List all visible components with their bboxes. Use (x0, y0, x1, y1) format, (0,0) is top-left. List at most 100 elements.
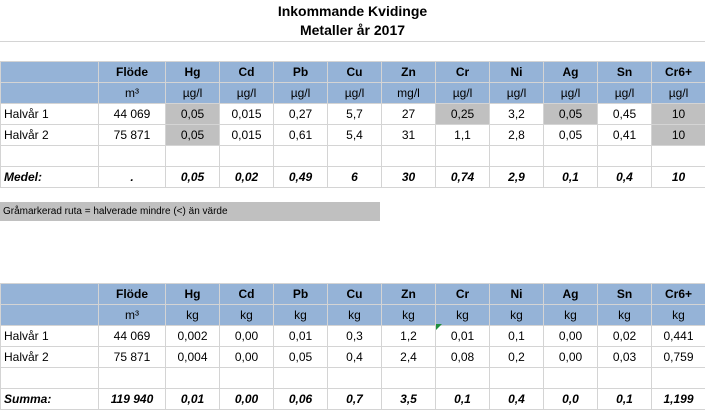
data-cell[interactable]: 0,1 (598, 389, 652, 410)
data-cell[interactable]: 75 871 (99, 125, 166, 146)
unit-cell[interactable]: kg (490, 305, 544, 326)
data-cell[interactable]: 1,2 (382, 326, 436, 347)
data-cell[interactable]: 0,05 (166, 167, 220, 188)
unit-cell[interactable]: mg/l (382, 83, 436, 104)
header-cell[interactable] (1, 284, 99, 305)
data-cell[interactable]: 6 (328, 167, 382, 188)
empty-cell[interactable] (652, 368, 705, 389)
empty-cell[interactable] (166, 368, 220, 389)
data-cell[interactable]: 1,199 (652, 389, 705, 410)
data-cell[interactable]: 0,02 (598, 326, 652, 347)
row-label[interactable]: Halvår 1 (1, 104, 99, 125)
unit-cell[interactable]: µg/l (544, 83, 598, 104)
unit-cell[interactable]: m³ (99, 83, 166, 104)
header-cell[interactable]: Cr (436, 284, 490, 305)
empty-cell[interactable] (382, 146, 436, 167)
empty-cell[interactable] (1, 368, 99, 389)
data-cell[interactable]: 0,25 (436, 104, 490, 125)
row-label[interactable]: Halvår 2 (1, 347, 99, 368)
header-cell[interactable]: Pb (274, 284, 328, 305)
data-cell[interactable]: 0,002 (166, 326, 220, 347)
data-cell[interactable]: 44 069 (99, 326, 166, 347)
unit-cell[interactable]: µg/l (652, 83, 705, 104)
unit-cell[interactable]: µg/l (490, 83, 544, 104)
data-cell[interactable]: 0,015 (220, 125, 274, 146)
header-cell[interactable]: Cr6+ (652, 62, 705, 83)
row-label[interactable]: Halvår 2 (1, 125, 99, 146)
header-cell[interactable]: Cd (220, 62, 274, 83)
data-cell[interactable]: 0,00 (544, 326, 598, 347)
data-cell[interactable]: 0,41 (598, 125, 652, 146)
header-cell[interactable]: Ag (544, 62, 598, 83)
data-cell[interactable]: 0,441 (652, 326, 705, 347)
unit-cell[interactable]: µg/l (328, 83, 382, 104)
data-cell[interactable]: 0,015 (220, 104, 274, 125)
data-cell[interactable]: 0,7 (328, 389, 382, 410)
unit-cell[interactable]: µg/l (436, 83, 490, 104)
unit-cell[interactable]: kg (220, 305, 274, 326)
header-cell[interactable]: Cr6+ (652, 284, 705, 305)
header-cell[interactable]: Flöde (99, 284, 166, 305)
data-cell[interactable]: 10 (652, 104, 705, 125)
header-cell[interactable]: Pb (274, 62, 328, 83)
data-cell[interactable]: 75 871 (99, 347, 166, 368)
data-cell[interactable]: 0,01 (436, 326, 490, 347)
empty-cell[interactable] (652, 146, 705, 167)
unit-cell[interactable]: kg (274, 305, 328, 326)
unit-cell[interactable]: kg (436, 305, 490, 326)
data-cell[interactable]: 0,01 (274, 326, 328, 347)
data-cell[interactable]: 0,08 (436, 347, 490, 368)
unit-cell[interactable]: m³ (99, 305, 166, 326)
header-cell[interactable]: Ni (490, 284, 544, 305)
data-cell[interactable]: 0,2 (490, 347, 544, 368)
empty-cell[interactable] (544, 368, 598, 389)
data-cell[interactable]: 0,49 (274, 167, 328, 188)
header-cell[interactable]: Zn (382, 62, 436, 83)
data-cell[interactable]: 0,4 (490, 389, 544, 410)
unit-cell[interactable] (1, 83, 99, 104)
data-cell[interactable]: 0,1 (436, 389, 490, 410)
data-cell[interactable]: 0,74 (436, 167, 490, 188)
empty-cell[interactable] (220, 146, 274, 167)
unit-cell[interactable] (1, 305, 99, 326)
data-cell[interactable]: 10 (652, 167, 705, 188)
data-cell[interactable]: 2,9 (490, 167, 544, 188)
empty-cell[interactable] (598, 146, 652, 167)
data-cell[interactable]: 0,1 (544, 167, 598, 188)
data-cell[interactable]: 30 (382, 167, 436, 188)
data-cell[interactable]: 44 069 (99, 104, 166, 125)
data-cell[interactable]: 0,06 (274, 389, 328, 410)
row-label[interactable]: Medel: (1, 167, 99, 188)
data-cell[interactable]: 0,00 (220, 347, 274, 368)
data-cell[interactable]: 0,00 (544, 347, 598, 368)
header-cell[interactable]: Cr (436, 62, 490, 83)
data-cell[interactable]: 0,3 (328, 326, 382, 347)
unit-cell[interactable]: kg (328, 305, 382, 326)
empty-cell[interactable] (598, 368, 652, 389)
header-cell[interactable] (1, 62, 99, 83)
data-cell[interactable]: 10 (652, 125, 705, 146)
data-cell[interactable]: 2,8 (490, 125, 544, 146)
data-cell[interactable]: 119 940 (99, 389, 166, 410)
empty-cell[interactable] (436, 368, 490, 389)
data-cell[interactable]: 0,1 (490, 326, 544, 347)
empty-cell[interactable] (490, 146, 544, 167)
row-label[interactable]: Summa: (1, 389, 99, 410)
data-cell[interactable]: 0,00 (220, 389, 274, 410)
unit-cell[interactable]: kg (598, 305, 652, 326)
data-cell[interactable]: 0,4 (328, 347, 382, 368)
data-cell[interactable]: 0,27 (274, 104, 328, 125)
data-cell[interactable]: 0,02 (220, 167, 274, 188)
header-cell[interactable]: Hg (166, 284, 220, 305)
data-cell[interactable]: 3,2 (490, 104, 544, 125)
data-cell[interactable]: 0,05 (166, 104, 220, 125)
data-cell[interactable]: 0,03 (598, 347, 652, 368)
data-cell[interactable]: 0,0 (544, 389, 598, 410)
data-cell[interactable]: 0,61 (274, 125, 328, 146)
header-cell[interactable]: Hg (166, 62, 220, 83)
empty-cell[interactable] (1, 146, 99, 167)
header-cell[interactable]: Sn (598, 62, 652, 83)
data-cell[interactable]: 27 (382, 104, 436, 125)
data-cell[interactable]: 0,05 (166, 125, 220, 146)
data-cell[interactable]: 0,05 (274, 347, 328, 368)
